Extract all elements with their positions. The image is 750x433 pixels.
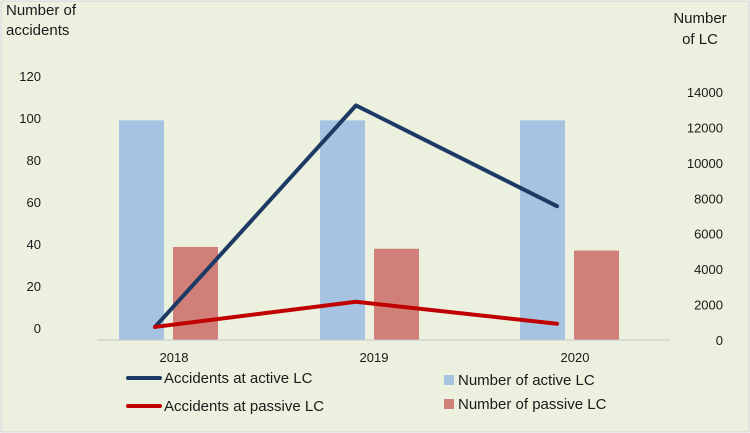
lines-layer xyxy=(153,103,559,329)
right-tick-label: 10000 xyxy=(687,156,723,171)
legend-label-number-of-passive-lc: Number of passive LC xyxy=(458,396,607,413)
bar-number-of-passive-lc-2020 xyxy=(574,250,619,340)
right-tick-label: 14000 xyxy=(687,85,723,100)
right-tick-label: 6000 xyxy=(694,227,723,242)
legend-label-accidents-at-passive-lc: Accidents at passive LC xyxy=(164,398,324,415)
left-axis-title-line-2: accidents xyxy=(6,22,69,39)
bar-number-of-active-lc-2020 xyxy=(520,120,565,340)
x-axis-ticks: 2018 2019 2020 xyxy=(160,350,590,365)
left-axis-title-line-1: Number of xyxy=(6,2,77,19)
bar-number-of-passive-lc-2019 xyxy=(374,248,419,340)
legend-label-number-of-active-lc: Number of active LC xyxy=(458,372,595,389)
right-axis-title-line-2: of LC xyxy=(682,31,718,48)
left-tick-label: 120 xyxy=(19,69,41,84)
right-axis-title-line-1: Number xyxy=(673,10,726,27)
left-tick-label: 20 xyxy=(27,279,41,294)
left-tick-label: 40 xyxy=(27,237,41,252)
right-tick-label: 12000 xyxy=(687,120,723,135)
bars-layer xyxy=(119,120,619,340)
right-tick-label: 0 xyxy=(716,333,723,348)
line-accidents-at-active-lc xyxy=(153,103,559,329)
legend-swatch-number-of-active-lc xyxy=(444,375,454,385)
right-tick-label: 4000 xyxy=(694,262,723,277)
x-tick-label: 2020 xyxy=(561,350,590,365)
left-tick-label: 80 xyxy=(27,153,41,168)
right-tick-label: 8000 xyxy=(694,191,723,206)
legend: Accidents at active LC Number of active L… xyxy=(126,370,607,415)
line-accidents-at-passive-lc xyxy=(153,299,559,329)
legend-swatch-number-of-passive-lc xyxy=(444,399,454,409)
left-axis-ticks: 0 20 40 60 80 100 120 xyxy=(19,69,41,336)
left-tick-label: 100 xyxy=(19,111,41,126)
left-tick-label: 60 xyxy=(27,195,41,210)
bar-number-of-active-lc-2018 xyxy=(119,120,164,340)
bar-number-of-passive-lc-2018 xyxy=(173,247,218,340)
x-tick-label: 2019 xyxy=(360,350,389,365)
right-axis-ticks: 0 2000 4000 6000 8000 10000 12000 14000 xyxy=(687,85,723,348)
x-tick-label: 2018 xyxy=(160,350,189,365)
legend-label-accidents-at-active-lc: Accidents at active LC xyxy=(164,370,313,387)
left-tick-label: 0 xyxy=(34,321,41,336)
right-tick-label: 2000 xyxy=(694,298,723,313)
